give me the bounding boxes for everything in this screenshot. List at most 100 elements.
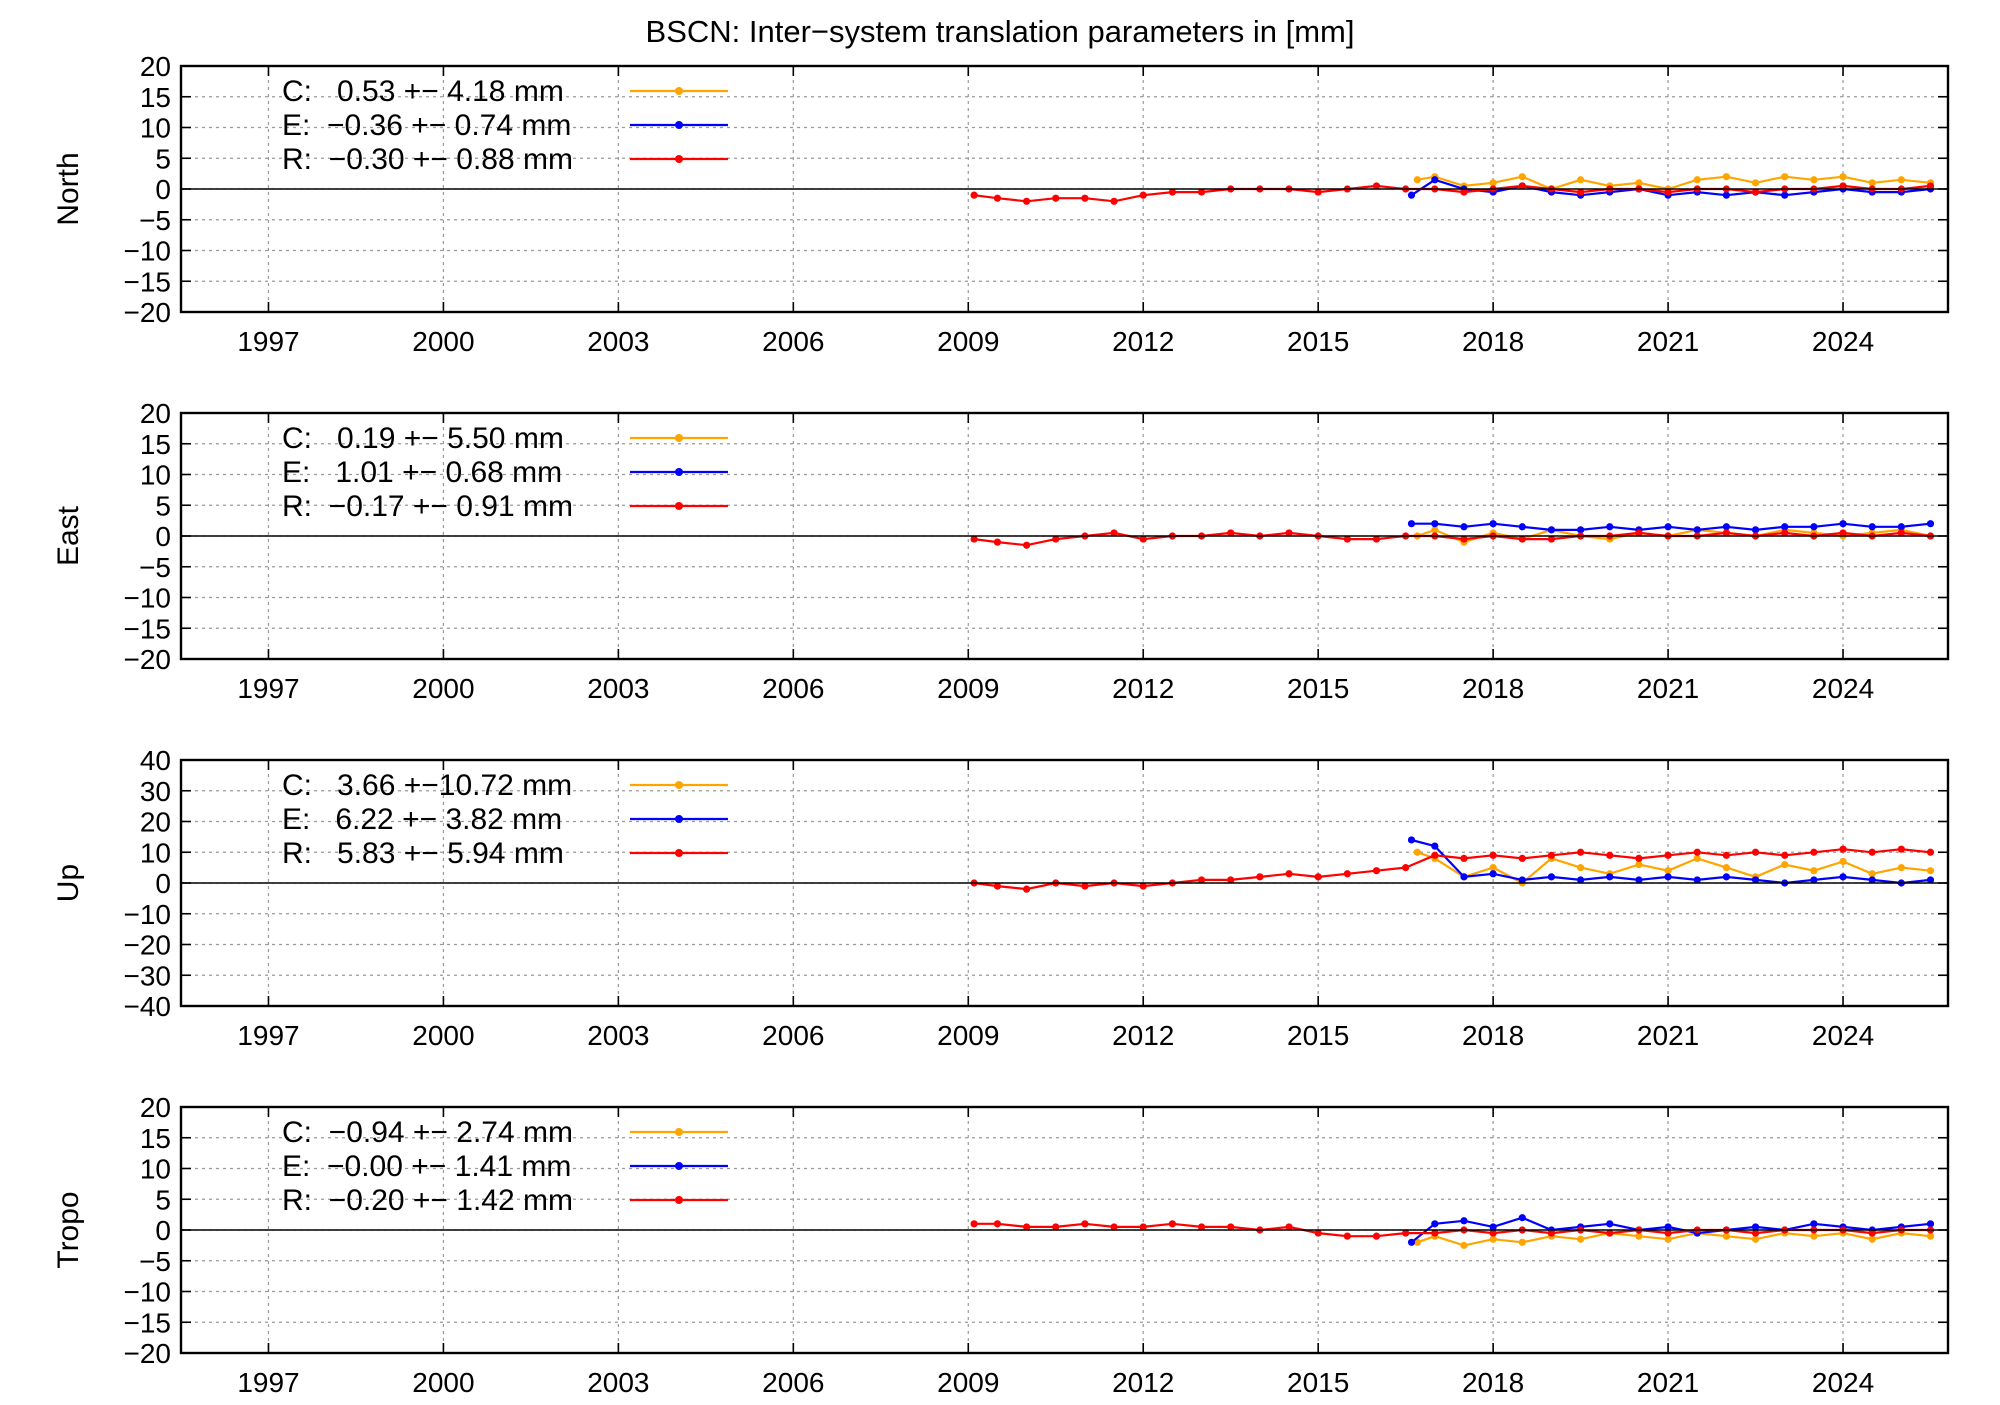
data-point-C (1897, 864, 1905, 872)
data-point-R (1606, 851, 1614, 859)
y-tick-label: −10 (124, 236, 172, 267)
x-tick-label: 2018 (1462, 1367, 1524, 1398)
panel-east: 1997 2000 2003 2006 2009 2012 2015 2018 2021 2024… (52, 398, 1950, 704)
x-tick-label: 2015 (1287, 1367, 1349, 1398)
data-point-R (1606, 1229, 1614, 1237)
data-point-R (1635, 529, 1643, 537)
data-point-E (1407, 836, 1416, 844)
y-tick-label: −15 (124, 266, 172, 297)
data-point-R (1577, 188, 1585, 196)
data-point-R (1751, 188, 1760, 196)
data-point-E (1606, 1220, 1614, 1228)
data-point-C (1518, 173, 1526, 181)
data-point-E (1839, 873, 1847, 881)
data-point-E (1751, 1223, 1760, 1231)
data-point-R (1197, 1223, 1206, 1231)
data-point-E (1635, 876, 1643, 884)
x-tick-label: 2006 (762, 673, 824, 704)
data-point-C (1635, 179, 1643, 187)
data-point-E (1489, 1223, 1497, 1231)
y-tick-label: 0 (155, 174, 171, 205)
data-point-R (1810, 848, 1818, 856)
data-point-E (1577, 876, 1585, 884)
data-point-R (1285, 870, 1293, 878)
y-tick-label: −30 (124, 960, 172, 991)
data-point-R (1227, 876, 1235, 884)
data-point-R (1489, 1229, 1497, 1237)
data-point-C (1664, 1235, 1672, 1243)
data-point-R (1518, 535, 1526, 543)
data-point-R (1197, 188, 1206, 196)
data-point-E (1926, 520, 1935, 528)
data-point-R (1722, 529, 1730, 537)
data-point-C (1635, 860, 1643, 869)
y-tick-label: −5 (139, 552, 171, 583)
y-tick-label: 10 (140, 113, 171, 144)
legend-entry-E: E: −0.00 +− 1.41 mm (282, 1150, 571, 1183)
x-tick-label: 2024 (1812, 326, 1874, 357)
data-point-C (1518, 1238, 1526, 1246)
data-point-C (1693, 176, 1701, 184)
data-point-R (1664, 851, 1672, 859)
data-point-E (1577, 526, 1585, 534)
data-point-R (1693, 848, 1701, 856)
data-point-R (993, 538, 1002, 546)
x-tick-label: 2003 (587, 326, 649, 357)
x-tick-label: 2012 (1112, 1020, 1174, 1051)
data-point-E (1810, 876, 1818, 884)
panel-up: 1997 2000 2003 2006 2009 2012 2015 2018 2021 2024… (52, 745, 1950, 1051)
data-point-E (1897, 523, 1905, 531)
y-tick-label: −10 (124, 1277, 172, 1308)
data-point-R (1722, 851, 1730, 859)
y-tick-label: 15 (140, 429, 171, 460)
legend-entry-E: E: 1.01 +− 0.68 mm (282, 456, 562, 489)
data-point-R (1227, 529, 1235, 537)
x-tick-label: 2021 (1637, 1367, 1699, 1398)
data-point-E (1751, 876, 1760, 884)
data-point-R (1081, 1220, 1089, 1228)
series-E (1407, 836, 1935, 887)
data-point-R (1839, 845, 1847, 853)
x-tick-label: 2021 (1637, 326, 1699, 357)
x-tick-label: 2009 (937, 673, 999, 704)
y-tick-label: 40 (140, 745, 171, 776)
data-point-C (1722, 864, 1730, 872)
y-axis-label: North (52, 152, 85, 225)
data-point-R (1314, 873, 1322, 881)
chart-title: BSCN: Inter−system translation parameter… (645, 14, 1355, 49)
data-point-R (1139, 191, 1147, 199)
data-point-R (1926, 848, 1935, 856)
data-point-E (1868, 876, 1876, 884)
data-point-R (1285, 1223, 1293, 1231)
data-point-C (1722, 1232, 1730, 1240)
legend-entry-C: C: 0.19 +− 5.50 mm (282, 422, 564, 455)
x-tick-label: 2024 (1812, 1367, 1874, 1398)
x-tick-label: 1997 (237, 1367, 299, 1398)
x-tick-label: 2015 (1287, 326, 1349, 357)
y-tick-label: −20 (124, 644, 172, 675)
x-tick-label: 1997 (237, 1020, 299, 1051)
data-point-R (1460, 535, 1468, 543)
x-tick-label: 1997 (237, 326, 299, 357)
legend-entry-R: R: −0.17 +− 0.91 mm (282, 490, 573, 523)
y-tick-label: 20 (140, 51, 171, 82)
data-point-R (1402, 1229, 1410, 1237)
series-R (970, 529, 1935, 549)
y-tick-label: 10 (140, 460, 171, 491)
data-point-E (1431, 176, 1439, 184)
data-point-E (1722, 523, 1730, 531)
x-tick-label: 2012 (1112, 326, 1174, 357)
data-point-E (1431, 1220, 1439, 1228)
data-point-R (1577, 848, 1585, 856)
data-point-C (1781, 860, 1789, 869)
legend-swatch-point (675, 849, 683, 857)
data-point-E (1431, 520, 1439, 528)
panel-north: 1997 2000 2003 2006 2009 2012 2015 2018 2021 2024… (52, 51, 1950, 357)
data-point-R (1751, 1229, 1760, 1237)
legend-swatch-point (675, 1196, 683, 1204)
series-R (970, 182, 1935, 205)
y-tick-label: 15 (140, 82, 171, 113)
data-point-R (1547, 851, 1556, 859)
data-point-R (1839, 182, 1847, 190)
